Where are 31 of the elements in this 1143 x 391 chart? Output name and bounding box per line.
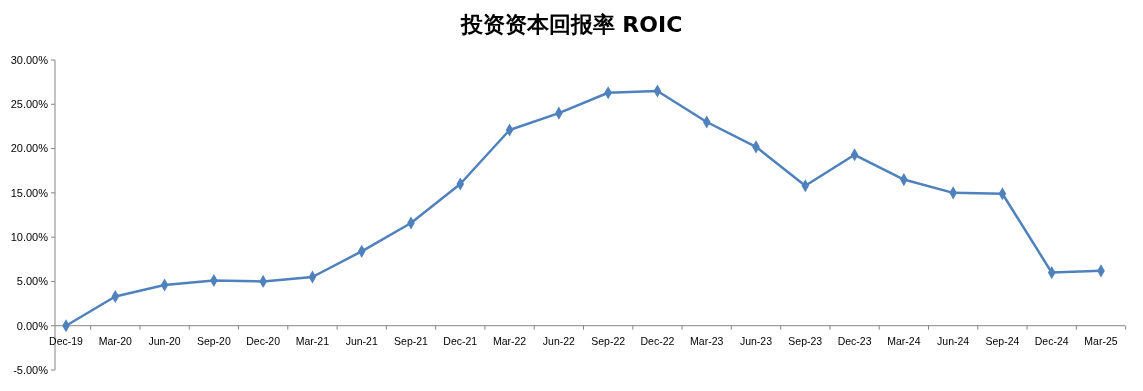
- chart-title: 投资资本回报率 ROIC: [459, 12, 683, 37]
- x-tick-label: Mar-22: [492, 334, 527, 347]
- y-tick-label: -5.00%: [13, 363, 49, 376]
- x-tick-label: Sep-24: [985, 334, 1020, 347]
- x-tick-label: Mar-21: [295, 334, 330, 347]
- x-tick-label: Sep-21: [394, 334, 429, 347]
- x-tick-label: Jun-23: [739, 334, 773, 347]
- x-tick-label: Mar-25: [1084, 334, 1118, 347]
- y-tick-label: 20.00%: [10, 142, 49, 155]
- x-tick-label: Dec-20: [246, 334, 281, 347]
- x-tick-label: Sep-20: [196, 334, 231, 347]
- y-tick-label: 5.00%: [16, 275, 49, 288]
- x-tick-label: Jun-21: [345, 334, 378, 347]
- x-tick-label: Mar-20: [98, 334, 133, 347]
- y-tick-label: 0.00%: [16, 319, 49, 332]
- x-tick-label: Jun-24: [937, 334, 970, 347]
- x-tick-label: Dec-22: [640, 334, 675, 347]
- x-tick-label: Jun-22: [542, 334, 576, 347]
- y-tick-label: 10.00%: [10, 230, 49, 243]
- x-tick-label: Dec-24: [1034, 334, 1069, 347]
- y-tick-label: 30.00%: [10, 53, 49, 66]
- y-tick-label: 15.00%: [10, 186, 49, 199]
- x-tick-label: Dec-19: [49, 334, 84, 347]
- x-tick-label: Sep-23: [788, 334, 823, 347]
- x-tick-label: Dec-21: [443, 334, 478, 347]
- x-tick-label: Sep-22: [591, 334, 626, 347]
- x-tick-label: Mar-23: [690, 334, 724, 347]
- x-tick-label: Jun-20: [148, 334, 181, 347]
- x-tick-label: Dec-23: [837, 334, 872, 347]
- y-tick-label: 25.00%: [10, 98, 49, 111]
- x-tick-label: Mar-24: [887, 334, 921, 347]
